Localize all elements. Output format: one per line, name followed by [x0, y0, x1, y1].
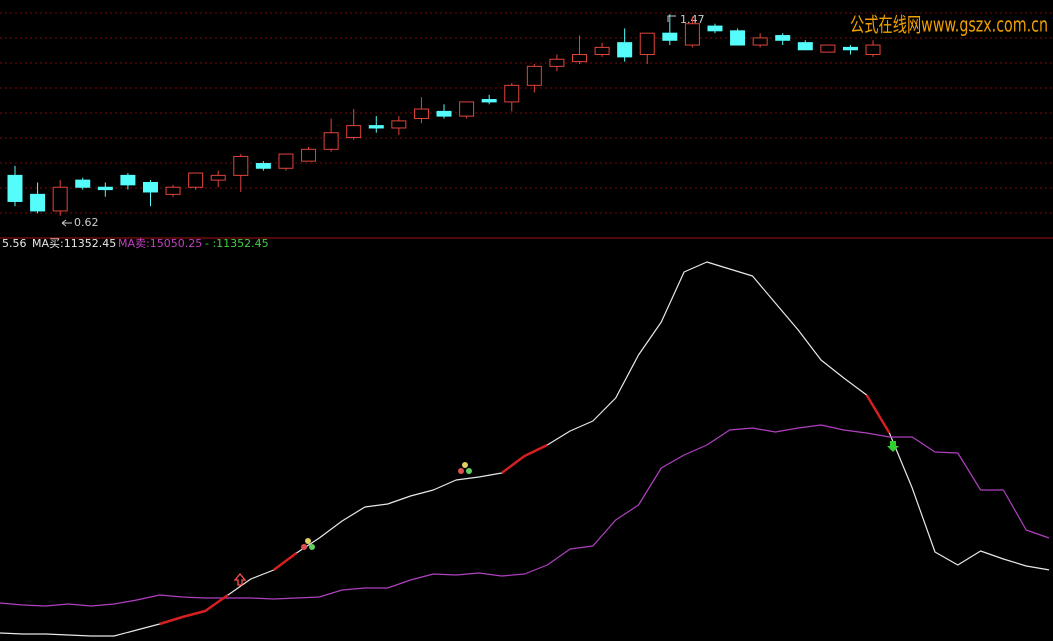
candle-body [255, 163, 271, 169]
candle-body [504, 84, 520, 103]
max-pointer [667, 15, 676, 22]
buy-arrow [233, 572, 247, 586]
candle-body [278, 153, 294, 169]
signal-line [159, 394, 891, 626]
signal-icon [301, 538, 315, 550]
legend-value: :11352.45 [60, 237, 116, 250]
min-arrow [61, 219, 72, 227]
candle-body [75, 179, 91, 188]
candle-body [730, 30, 746, 46]
candle-body [752, 37, 768, 46]
candle-body [120, 174, 136, 186]
candle-body [820, 44, 836, 53]
candle-body [639, 32, 655, 56]
candle-body [52, 186, 68, 212]
candle-body [301, 148, 317, 162]
header-text: - :11352.45 [205, 237, 269, 250]
legend-value: :15050.25 [146, 237, 202, 250]
legend-name: MA卖 [118, 237, 146, 250]
candle-body [549, 58, 565, 67]
candle-body [391, 120, 407, 129]
candle-body [368, 125, 384, 129]
header-text: 5.56 [2, 237, 27, 250]
candle-body [481, 99, 497, 103]
candle-body [346, 125, 362, 138]
candle-body [7, 174, 23, 202]
candle-body [97, 186, 113, 191]
grid-lines [0, 12, 1053, 214]
legend-entry: MA买:11352.45 [32, 237, 116, 250]
candle-body [233, 155, 249, 176]
marks [0, 14, 1050, 637]
candle-body [684, 23, 700, 46]
candle-body [594, 46, 610, 56]
candle-body [210, 174, 226, 181]
legend-name: MA买 [32, 237, 60, 250]
candle-body [413, 108, 429, 119]
candle-body [572, 54, 587, 63]
candle-body [30, 193, 46, 212]
candle-body [797, 42, 813, 51]
candle-body [459, 101, 475, 117]
candle-body [142, 181, 158, 193]
candle-body [662, 32, 678, 41]
signal-icon [458, 462, 472, 474]
candle-body [436, 110, 452, 117]
series-line [0, 424, 1050, 607]
candle-body [323, 132, 339, 150]
candle-body [165, 186, 181, 195]
candle-body [865, 44, 881, 56]
candle-body [775, 35, 791, 41]
watermark: 公式在线网www.gszx.com.cn [850, 13, 1048, 37]
sell-arrow [887, 441, 899, 452]
min-label: 0.62 [74, 216, 99, 229]
candle-body [526, 65, 542, 86]
candle-body [617, 42, 633, 58]
candle-body [188, 172, 204, 188]
legend-entry: MA卖:15050.25 [118, 237, 202, 250]
candle-body [707, 25, 723, 32]
candle-body [842, 46, 858, 51]
